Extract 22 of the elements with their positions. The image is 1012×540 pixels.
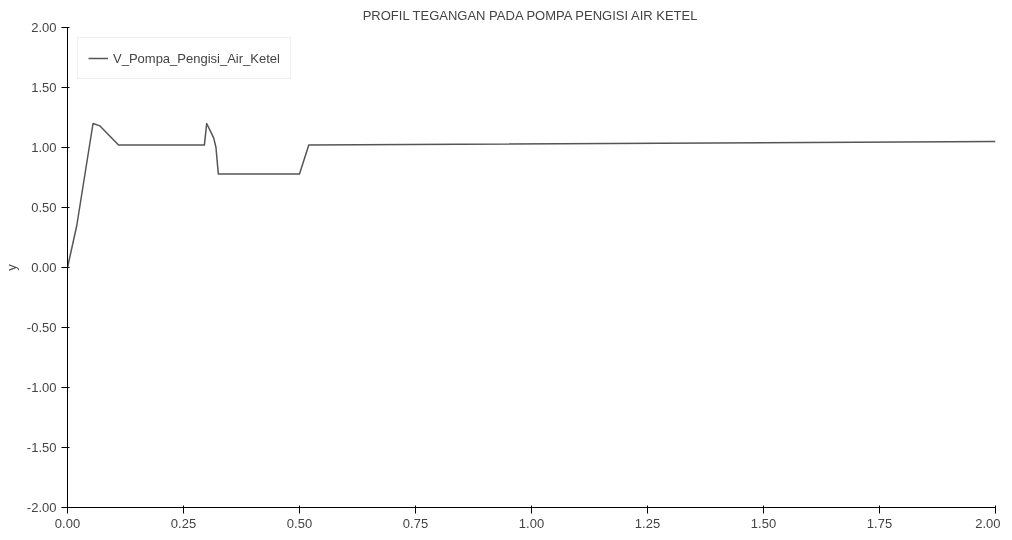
y-tick-label: 2.00 (31, 20, 57, 35)
x-tick-label: 0.00 (54, 515, 81, 531)
x-tick-label: 2.00 (975, 515, 1001, 531)
y-tick-label: -0.50 (26, 320, 57, 335)
x-tick-label: 1.25 (634, 515, 661, 531)
y-tick-label: 1.00 (31, 140, 57, 155)
x-tick-label: 0.50 (286, 515, 313, 531)
y-tick-label: 1.50 (31, 80, 57, 95)
y-tick-label: -2.00 (26, 500, 57, 515)
x-tick-label: 1.50 (750, 515, 777, 531)
y-tick-label: -1.50 (26, 440, 57, 455)
y-tick-label: 0.00 (31, 260, 57, 275)
x-tick-label: 0.75 (402, 515, 429, 531)
x-tick-label: 1.75 (866, 515, 893, 531)
y-tick-label: -1.00 (26, 380, 57, 395)
chart-title: PROFIL TEGANGAN PADA POMPA PENGISI AIR KETEL (362, 7, 698, 23)
x-tick-label: 0.25 (170, 515, 197, 531)
y-tick-label: 0.50 (31, 200, 57, 215)
legend-label: V_Pompa_Pengisi_Air_Ketel (113, 50, 280, 66)
line-series (67, 122, 996, 269)
y-axis-title: y (3, 263, 19, 271)
x-tick-label: 1.00 (518, 515, 545, 531)
